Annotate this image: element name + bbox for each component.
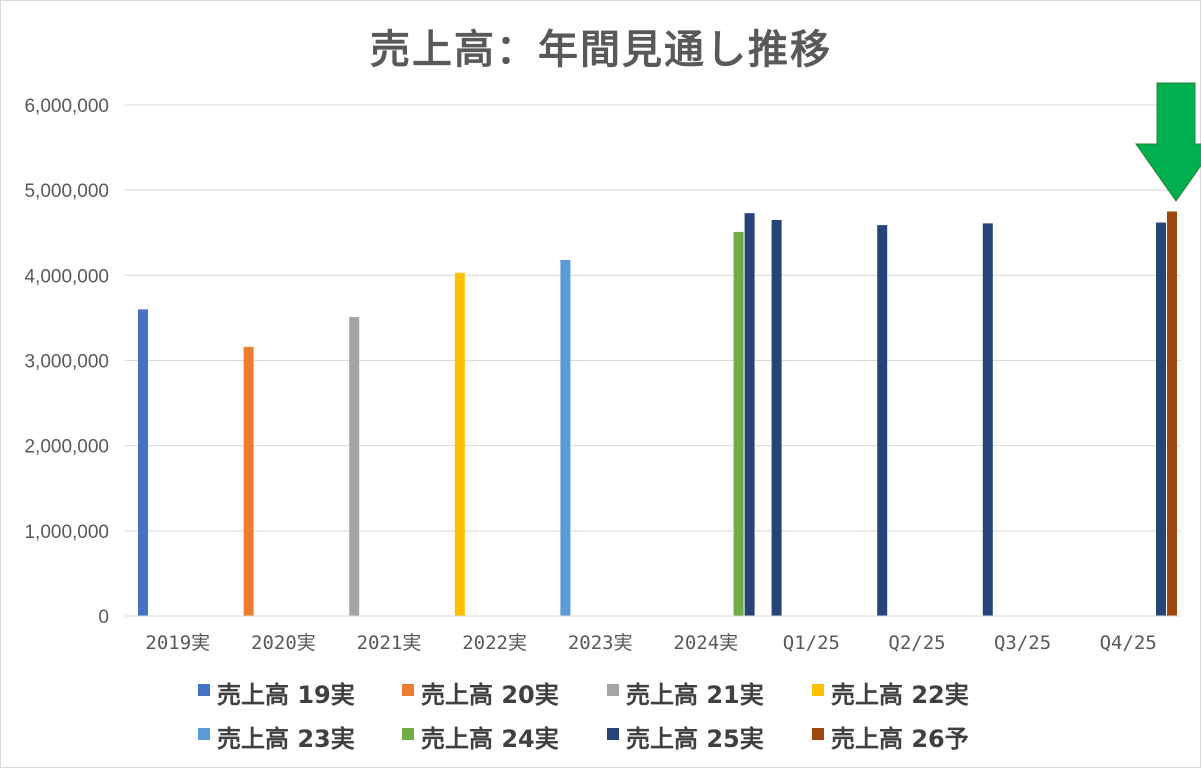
legend-swatch [812, 728, 824, 740]
legend-label: 売上高 19実 [217, 681, 355, 709]
legend-label: 売上高 26予 [831, 725, 969, 753]
bar [771, 219, 782, 616]
x-tick-label: Q2/25 [888, 632, 945, 654]
chart-title: 売上高：年間見通し推移 [370, 27, 832, 73]
x-tick-label: Q3/25 [994, 632, 1051, 654]
y-axis-ticks: 0 1,000,000 2,000,000 3,000,000 4,000,000 5,0… [24, 96, 109, 628]
y-tick-label: 0 [98, 607, 109, 628]
legend-label: 売上高 23実 [217, 725, 355, 753]
bar [560, 260, 571, 616]
x-tick-label: Q4/25 [1100, 632, 1157, 654]
x-tick-label: 2021実 [357, 632, 422, 654]
bar [744, 213, 755, 616]
bar [349, 317, 360, 616]
bar [733, 231, 744, 617]
legend-swatch [607, 728, 619, 740]
bar [1156, 222, 1166, 616]
legend-label: 売上高 20実 [421, 681, 559, 709]
legend-swatch [198, 684, 210, 696]
y-tick-label: 2,000,000 [24, 437, 109, 458]
x-tick-label: 2022実 [462, 632, 527, 654]
bar [982, 223, 993, 617]
y-tick-label: 5,000,000 [24, 181, 109, 202]
down-arrow-icon [1135, 82, 1201, 202]
legend-swatch [812, 684, 824, 696]
y-tick-label: 3,000,000 [24, 352, 109, 373]
legend-label: 売上高 25実 [626, 725, 764, 753]
y-tick-label: 1,000,000 [24, 522, 109, 543]
legend-swatch [402, 728, 414, 740]
bars [138, 211, 1177, 617]
legend-swatch [402, 684, 414, 696]
x-axis-ticks: 2019実 2020実 2021実 2022実 2023実 2024実 Q1/25 Q2/25… [145, 632, 1156, 654]
legend-label: 売上高 21実 [626, 681, 764, 709]
x-tick-label: 2023実 [568, 632, 633, 654]
legend-swatch [198, 728, 210, 740]
gridlines [125, 104, 1181, 532]
x-tick-label: 2019実 [145, 632, 210, 654]
legend-label: 売上高 22実 [831, 681, 969, 709]
bar [454, 272, 465, 616]
bar [1167, 211, 1177, 617]
bar [877, 225, 888, 616]
bar [243, 346, 254, 616]
y-tick-label: 4,000,000 [24, 266, 109, 287]
annotations [1135, 82, 1201, 202]
x-tick-label: 2020実 [251, 632, 316, 654]
legend-label: 売上高 24実 [421, 725, 559, 753]
bar [138, 309, 148, 616]
x-tick-label: Q1/25 [783, 632, 840, 654]
x-tick-label: 2024実 [673, 632, 738, 654]
y-tick-label: 6,000,000 [24, 96, 109, 117]
legend-swatch [607, 684, 619, 696]
